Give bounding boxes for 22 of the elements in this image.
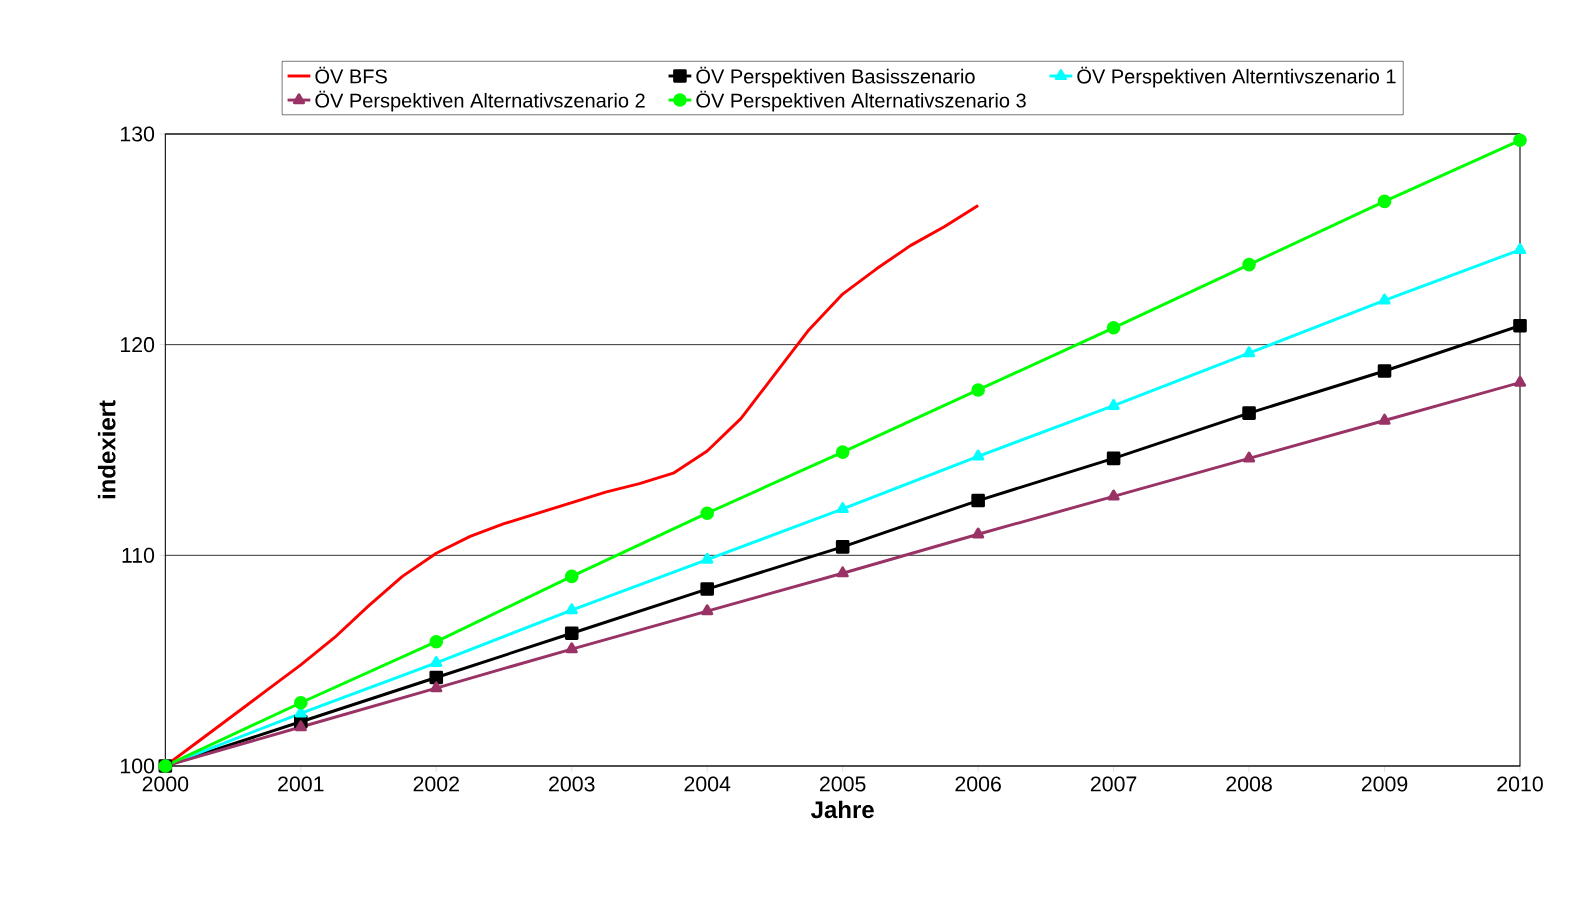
x-tick-label: 2010 <box>1497 776 1543 792</box>
x-tick-label: 2007 <box>1090 776 1137 792</box>
x-tick-label: 2005 <box>820 776 866 792</box>
x-tick-label: 2009 <box>1361 776 1408 792</box>
y-axis-title: indexiert <box>97 400 116 499</box>
legend-label: ÖV Perspektiven Basisszenario <box>696 66 975 88</box>
y-tick-label: 110 <box>122 547 155 563</box>
x-tick-label: 2001 <box>278 776 324 792</box>
legend-label: ÖV Perspektiven Alterntivszenario 1 <box>1077 66 1396 88</box>
legend-label: ÖV Perspektiven Alternativszenario 2 <box>315 90 645 112</box>
x-tick-label: 2004 <box>684 776 731 792</box>
y-tick-label: 120 <box>120 337 155 353</box>
x-tick-label: 2008 <box>1226 776 1272 792</box>
legend-label: ÖV BFS <box>315 66 387 84</box>
x-tick-label: 2006 <box>955 776 1001 792</box>
x-tick-label: 2000 <box>142 776 189 792</box>
x-tick-label: 2003 <box>549 776 595 792</box>
x-tick-label: 2002 <box>413 776 459 792</box>
y-tick-label: 100 <box>120 758 155 774</box>
legend-label: ÖV Perspektiven Alternativszenario 3 <box>696 90 1026 112</box>
y-tick-label: 130 <box>120 126 155 142</box>
x-axis-title: Jahre <box>811 800 874 819</box>
